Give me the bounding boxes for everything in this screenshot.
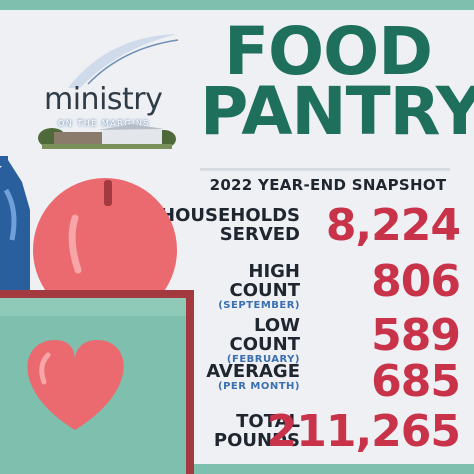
stat-label: TOTAL POUNDS [214,412,300,450]
stat-label-line1: HIGH COUNT [229,261,300,301]
apple-icon [33,178,177,322]
stat-sub: (PER MONTH) [218,381,300,392]
stat-sub: (SEPTEMBER) [218,300,300,311]
ministry-logo: ministry ON THE MARGINS [28,26,188,149]
stat-average: AVERAGE (PER MONTH) 685 [180,356,461,418]
stat-label: AVERAGE (PER MONTH) [206,362,300,393]
box-icon [0,290,194,474]
stat-label-line1: TOTAL [236,411,300,432]
ministry-logo-building-icon [38,124,176,149]
stat-label-line1: LOW COUNT [229,315,300,355]
stat-label-line1: HOUSEHOLDS [160,205,300,226]
stat-value: 8,224 [325,200,461,251]
stat-label-line2: SERVED [219,224,300,245]
stat-label: HIGH COUNT (SEPTEMBER) [180,262,300,312]
stat-label-line1: AVERAGE [206,361,300,382]
title-divider [200,168,450,171]
stat-value: 589 [371,310,461,361]
stat-total-pounds: TOTAL POUNDS 211,265 [180,406,461,468]
stat-label: LOW COUNT (FEBRUARY) [180,316,300,366]
stat-low-count: LOW COUNT (FEBRUARY) 589 [180,310,461,372]
top-border [0,0,474,10]
page-title: FOOD PANTRY [200,13,474,150]
stat-value: 211,265 [266,406,461,457]
heart-icon [27,340,124,430]
stat-sub: (FEBRUARY) [226,354,300,365]
logo-word: ministry [44,82,163,117]
logo-swoosh-icon [68,34,179,88]
title-line-pantry: PANTRY [200,73,474,150]
stat-value: 806 [371,256,461,307]
logo-tagline: ON THE MARGINS [58,119,150,128]
water-bottle-icon [0,156,30,300]
stat-value: 685 [371,356,461,407]
food-illustration [0,156,194,474]
stat-label-line2: POUNDS [213,430,300,451]
stat-high-count: HIGH COUNT (SEPTEMBER) 806 [180,256,461,318]
stat-households: HOUSEHOLDS SERVED 8,224 [160,200,461,262]
stat-label: HOUSEHOLDS SERVED [160,206,300,244]
bottom-border [0,464,474,474]
title-line-food: FOOD [223,13,433,90]
subtitle: 2022 YEAR-END SNAPSHOT [209,176,447,194]
